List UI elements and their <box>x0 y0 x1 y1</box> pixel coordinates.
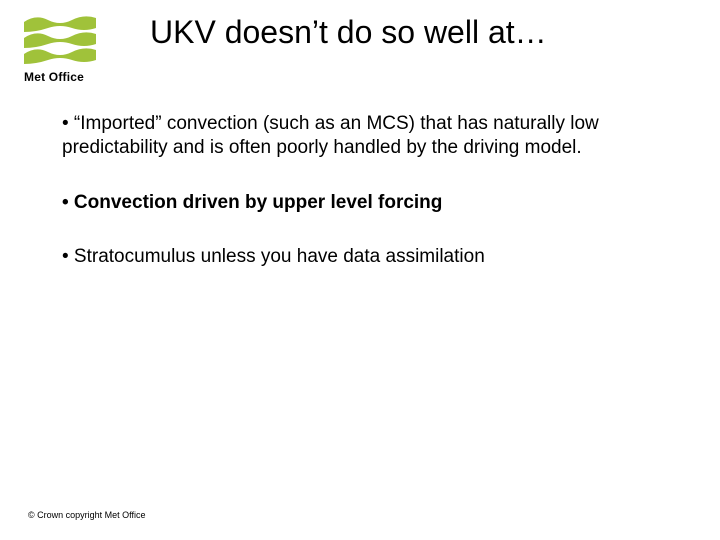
bullet-item: • “Imported” convection (such as an MCS)… <box>62 112 672 161</box>
met-office-logo: Met Office <box>24 14 114 84</box>
bullet-item: • Stratocumulus unless you have data ass… <box>62 245 672 269</box>
slide-body: • “Imported” convection (such as an MCS)… <box>62 112 672 299</box>
copyright-text: © Crown copyright Met Office <box>28 510 146 520</box>
logo-waves-icon <box>24 14 96 64</box>
bullet-item: • Convection driven by upper level forci… <box>62 191 672 215</box>
logo-label: Met Office <box>24 70 114 84</box>
slide-title: UKV doesn’t do so well at… <box>150 14 547 51</box>
